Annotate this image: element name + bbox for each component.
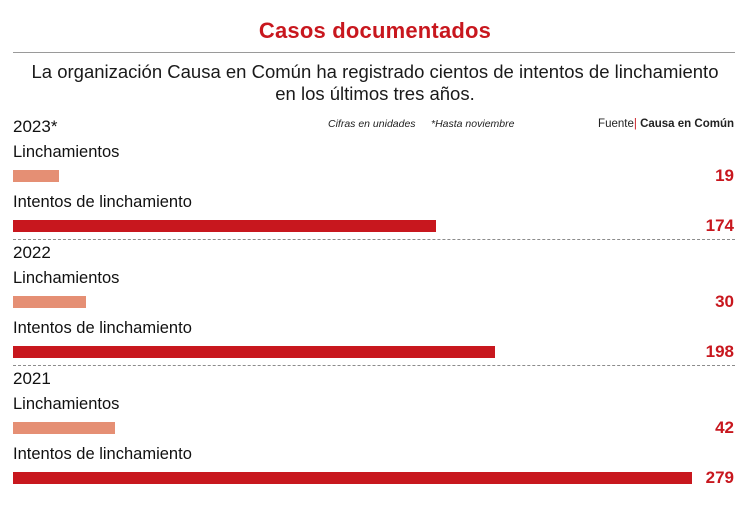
- year-label: 2021: [13, 369, 51, 388]
- source-name: Causa en Común: [640, 118, 734, 130]
- series-label: Intentos de linchamiento: [13, 445, 192, 463]
- bar: [13, 472, 692, 484]
- bar: [13, 170, 59, 182]
- chart-subtitle: La organización Causa en Común ha regist…: [31, 61, 719, 104]
- chart-title: Casos documentados: [258, 18, 492, 43]
- data-label: 279: [705, 468, 734, 487]
- data-label: 30: [715, 292, 734, 311]
- series-label: Intentos de linchamiento: [13, 319, 192, 337]
- group-divider: [13, 365, 735, 366]
- series-label: Linchamientos: [13, 395, 120, 413]
- data-label: 174: [705, 216, 734, 235]
- units-note: Cifras en unidades: [328, 118, 416, 130]
- series-label: Linchamientos: [13, 269, 120, 287]
- year-label: 2023*: [13, 117, 58, 136]
- bar: [13, 346, 495, 358]
- group-divider: [13, 239, 735, 240]
- year-label: 2022: [13, 243, 51, 262]
- series-label: Linchamientos: [13, 143, 120, 161]
- footnote: *Hasta noviembre: [431, 118, 515, 130]
- source-prefix: Fuente: [598, 118, 634, 130]
- data-label: 198: [705, 342, 734, 361]
- bar: [13, 220, 436, 232]
- bar: [13, 296, 86, 308]
- title-rule: [13, 52, 735, 53]
- bar: [13, 422, 115, 434]
- data-label: 42: [715, 418, 734, 437]
- source-credit: Fuente| Causa en Común: [598, 118, 734, 130]
- series-label: Intentos de linchamiento: [13, 193, 192, 211]
- data-label: 19: [715, 166, 734, 185]
